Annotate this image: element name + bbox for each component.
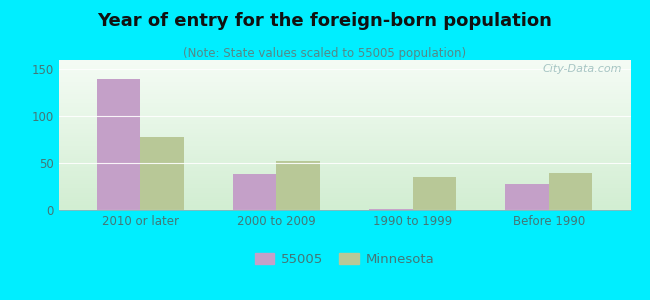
Bar [233,174,276,210]
Bar [369,209,413,210]
Bar [276,161,320,210]
Bar [549,173,592,210]
Text: Year of entry for the foreign-born population: Year of entry for the foreign-born popul… [98,12,552,30]
Bar [140,137,184,210]
Bar [505,184,549,210]
Legend: 55005, Minnesota: 55005, Minnesota [255,254,434,266]
Bar [97,79,140,210]
Text: (Note: State values scaled to 55005 population): (Note: State values scaled to 55005 popu… [183,46,467,59]
Text: City-Data.com: City-Data.com [542,64,622,74]
Bar [413,177,456,210]
